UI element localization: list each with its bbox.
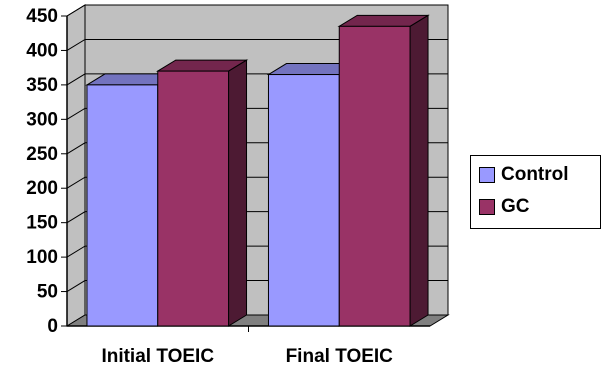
y-tick-label: 0 <box>47 316 58 337</box>
x-category-label: Final TOEIC <box>286 346 394 366</box>
legend-label-gc: GC <box>501 196 530 217</box>
bar-control <box>267 74 340 327</box>
y-tick-label: 350 <box>26 75 58 96</box>
y-tick-label: 200 <box>26 178 58 199</box>
x-category-label: Initial TOEIC <box>101 346 214 366</box>
gridline <box>66 38 448 51</box>
legend-label-control: Control <box>501 164 569 185</box>
y-tick-label: 400 <box>26 40 58 61</box>
legend: Control GC <box>470 155 601 229</box>
y-tick-label: 300 <box>26 109 58 130</box>
y-tick-label: 100 <box>26 247 58 268</box>
y-tick-label: 450 <box>26 6 58 27</box>
bar-gc <box>157 70 230 327</box>
bar-gc <box>338 25 411 327</box>
y-tick-label: 150 <box>26 213 58 234</box>
bar-control <box>86 84 159 327</box>
y-tick-label: 250 <box>26 144 58 165</box>
legend-swatch-gc <box>479 199 495 215</box>
legend-swatch-control <box>479 167 495 183</box>
gridline <box>66 4 448 17</box>
bar-side-gc <box>409 14 429 327</box>
legend-item-gc: GC <box>479 196 530 218</box>
side-wall <box>66 4 86 327</box>
legend-item-control: Control <box>479 164 569 186</box>
bar-side-gc <box>228 59 248 327</box>
y-tick-label: 50 <box>37 282 58 303</box>
